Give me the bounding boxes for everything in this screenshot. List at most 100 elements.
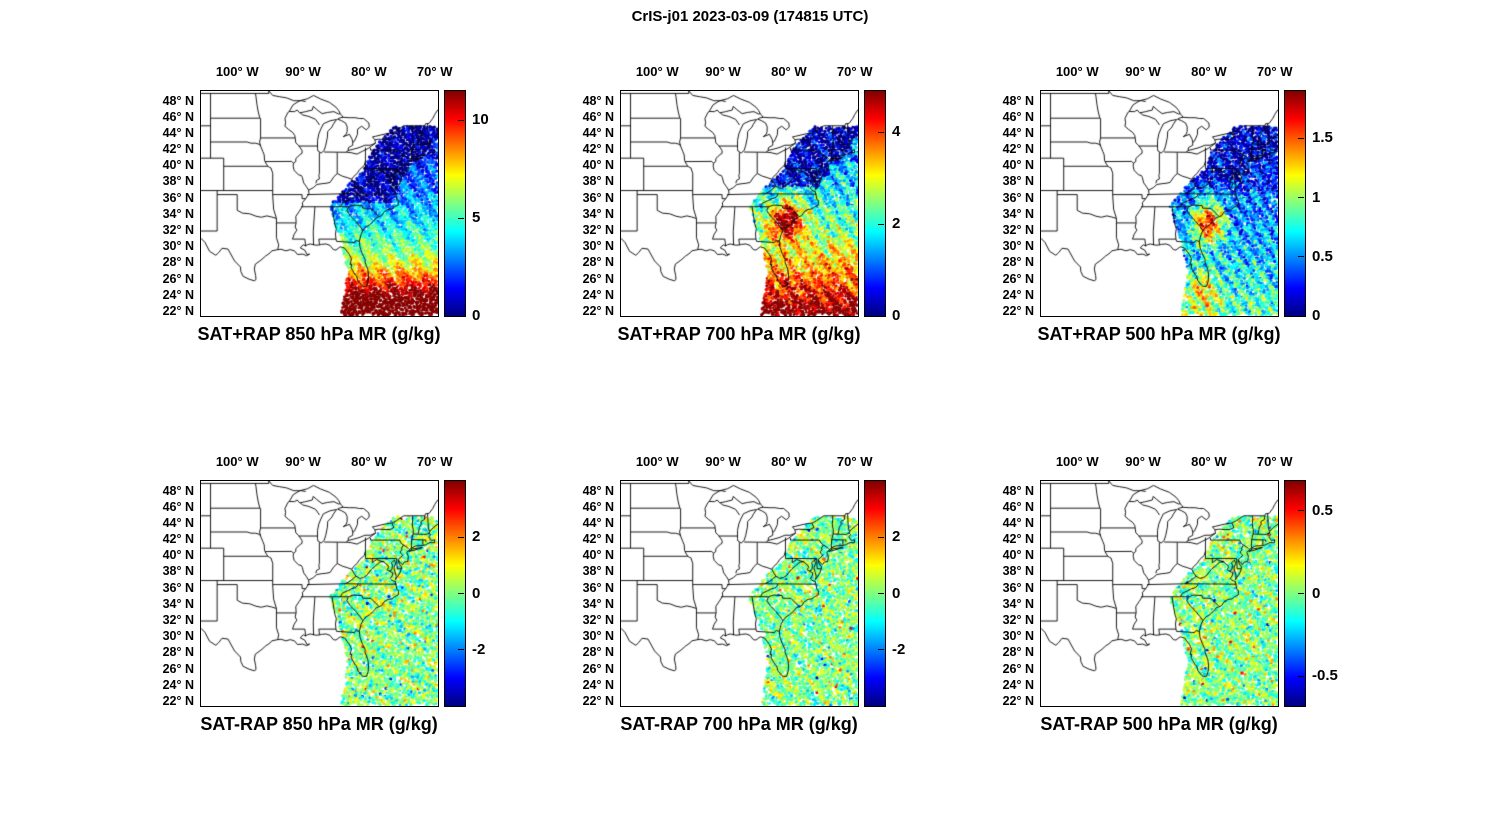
- lat-tick-label: 36° N: [582, 190, 614, 205]
- lat-tick-label: 24° N: [162, 287, 194, 302]
- lat-tick-label: 48° N: [582, 93, 614, 108]
- lat-tick-label: 32° N: [1002, 613, 1034, 628]
- map-panel: 100° W 90° W 80° W 70° W 48° N 46° N 44° N 42° …: [583, 454, 906, 734]
- colorbar-tick-mark: [458, 649, 464, 651]
- lat-tick-label: 44° N: [162, 515, 194, 530]
- lat-tick-label: 36° N: [1002, 580, 1034, 595]
- lon-tick-label: 70° W: [416, 454, 453, 469]
- lon-tick-label: 100° W: [1055, 64, 1099, 79]
- map-canvas: [201, 91, 438, 316]
- colorbar-tick-label: 2: [472, 528, 481, 546]
- map-canvas: [201, 481, 438, 706]
- lat-tick-label: 38° N: [582, 564, 614, 579]
- lat-tick-label: 26° N: [162, 661, 194, 676]
- panel-title: SAT-RAP 500 hPa MR (g/kg): [1040, 714, 1278, 734]
- lat-tick-label: 30° N: [582, 239, 614, 254]
- lon-tick-label: 90° W: [1125, 64, 1161, 79]
- colorbar-tick-label: 4: [892, 123, 901, 141]
- lat-tick-label: 22° N: [582, 693, 614, 708]
- lat-tick-label: 38° N: [582, 174, 614, 189]
- lat-tick-label: 38° N: [162, 174, 194, 189]
- lon-tick-label: 70° W: [1256, 64, 1293, 79]
- colorbar-tick-mark: [878, 223, 884, 225]
- lat-tick-label: 38° N: [162, 564, 194, 579]
- lat-tick-label: 38° N: [1002, 564, 1034, 579]
- lat-tick-label: 48° N: [162, 483, 194, 498]
- colorbar-tick-mark: [458, 119, 464, 121]
- lat-tick-label: 26° N: [1002, 271, 1034, 286]
- colorbar-tick-mark: [458, 217, 464, 219]
- lat-tick-label: 42° N: [582, 142, 614, 157]
- colorbar-tick-label: 0: [892, 307, 901, 324]
- lon-tick-label: 80° W: [771, 64, 807, 79]
- lat-tick-label: 42° N: [162, 142, 194, 157]
- lat-tick-label: 36° N: [1002, 190, 1034, 205]
- colorbar-tick-label: 2: [892, 528, 901, 546]
- lat-tick-label: 24° N: [582, 677, 614, 692]
- lat-tick-label: 34° N: [1002, 596, 1034, 611]
- lon-tick-label: 70° W: [1256, 454, 1293, 469]
- map-canvas: [1041, 91, 1278, 316]
- colorbar-tick-label: 0: [1312, 307, 1321, 324]
- colorbar: [1284, 90, 1306, 317]
- lat-tick-label: 24° N: [582, 287, 614, 302]
- map-canvas: [1041, 481, 1278, 706]
- lat-tick-label: 34° N: [582, 596, 614, 611]
- lon-tick-label: 100° W: [1055, 454, 1099, 469]
- lat-tick-label: 46° N: [162, 499, 194, 514]
- colorbar: [444, 90, 466, 317]
- lat-tick-label: 48° N: [162, 93, 194, 108]
- lat-tick-label: 32° N: [162, 613, 194, 628]
- lat-tick-label: 40° N: [1002, 548, 1034, 563]
- panel-title: SAT-RAP 700 hPa MR (g/kg): [620, 714, 858, 734]
- lat-tick-label: 40° N: [162, 548, 194, 563]
- lat-tick-label: 36° N: [162, 190, 194, 205]
- lat-tick-label: 32° N: [1002, 223, 1034, 238]
- lat-tick-label: 46° N: [1002, 499, 1034, 514]
- lon-tick-label: 100° W: [215, 64, 259, 79]
- lat-tick-label: 42° N: [162, 532, 194, 547]
- map-panel: 100° W 90° W 80° W 70° W 48° N 46° N 44° N 42° …: [163, 454, 486, 734]
- lon-tick-label: 90° W: [705, 64, 741, 79]
- lat-tick-label: 36° N: [582, 580, 614, 595]
- colorbar-tick-mark: [1298, 256, 1304, 258]
- lat-tick-label: 28° N: [1002, 645, 1034, 660]
- lat-tick-label: 28° N: [1002, 255, 1034, 270]
- lat-tick-label: 24° N: [1002, 287, 1034, 302]
- lat-tick-label: 44° N: [1002, 515, 1034, 530]
- colorbar-tick-mark: [458, 593, 464, 594]
- lat-tick-label: 42° N: [1002, 142, 1034, 157]
- lat-tick-label: 30° N: [582, 629, 614, 644]
- colorbar-tick-mark: [1298, 675, 1304, 677]
- lat-tick-label: 34° N: [162, 206, 194, 221]
- colorbar-tick-mark: [878, 649, 884, 651]
- lat-tick-label: 44° N: [582, 125, 614, 140]
- lon-tick-label: 90° W: [285, 454, 321, 469]
- lon-tick-label: 70° W: [836, 64, 873, 79]
- panel-title: SAT+RAP 500 hPa MR (g/kg): [1037, 324, 1281, 344]
- colorbar-tick-mark: [1298, 593, 1304, 594]
- lat-tick-label: 42° N: [582, 532, 614, 547]
- lat-tick-label: 40° N: [582, 548, 614, 563]
- colorbar-tick-mark: [1298, 197, 1304, 199]
- lat-tick-label: 26° N: [1002, 661, 1034, 676]
- colorbar-tick-label: 1.5: [1312, 129, 1333, 147]
- map-panel: 100° W 90° W 80° W 70° W 48° N 46° N 44° N 42° …: [163, 64, 489, 344]
- colorbar-tick-mark: [1298, 315, 1304, 317]
- lat-tick-label: 44° N: [582, 515, 614, 530]
- colorbar-tick-label: 5: [472, 209, 481, 227]
- lon-tick-label: 80° W: [1191, 64, 1227, 79]
- lat-tick-label: 30° N: [162, 239, 194, 254]
- lat-tick-label: 34° N: [1002, 206, 1034, 221]
- lat-tick-label: 28° N: [582, 645, 614, 660]
- colorbar-tick-label: -0.5: [1312, 667, 1338, 685]
- colorbar-tick-mark: [458, 315, 464, 317]
- lat-tick-label: 32° N: [582, 613, 614, 628]
- lat-tick-label: 26° N: [582, 271, 614, 286]
- colorbar-tick-mark: [878, 593, 884, 594]
- map-panel: 100° W 90° W 80° W 70° W 48° N 46° N 44° N 42° …: [1003, 454, 1338, 734]
- colorbar-tick-mark: [878, 131, 884, 133]
- panel-title: SAT+RAP 850 hPa MR (g/kg): [197, 324, 441, 344]
- colorbar-tick-label: -2: [472, 640, 486, 658]
